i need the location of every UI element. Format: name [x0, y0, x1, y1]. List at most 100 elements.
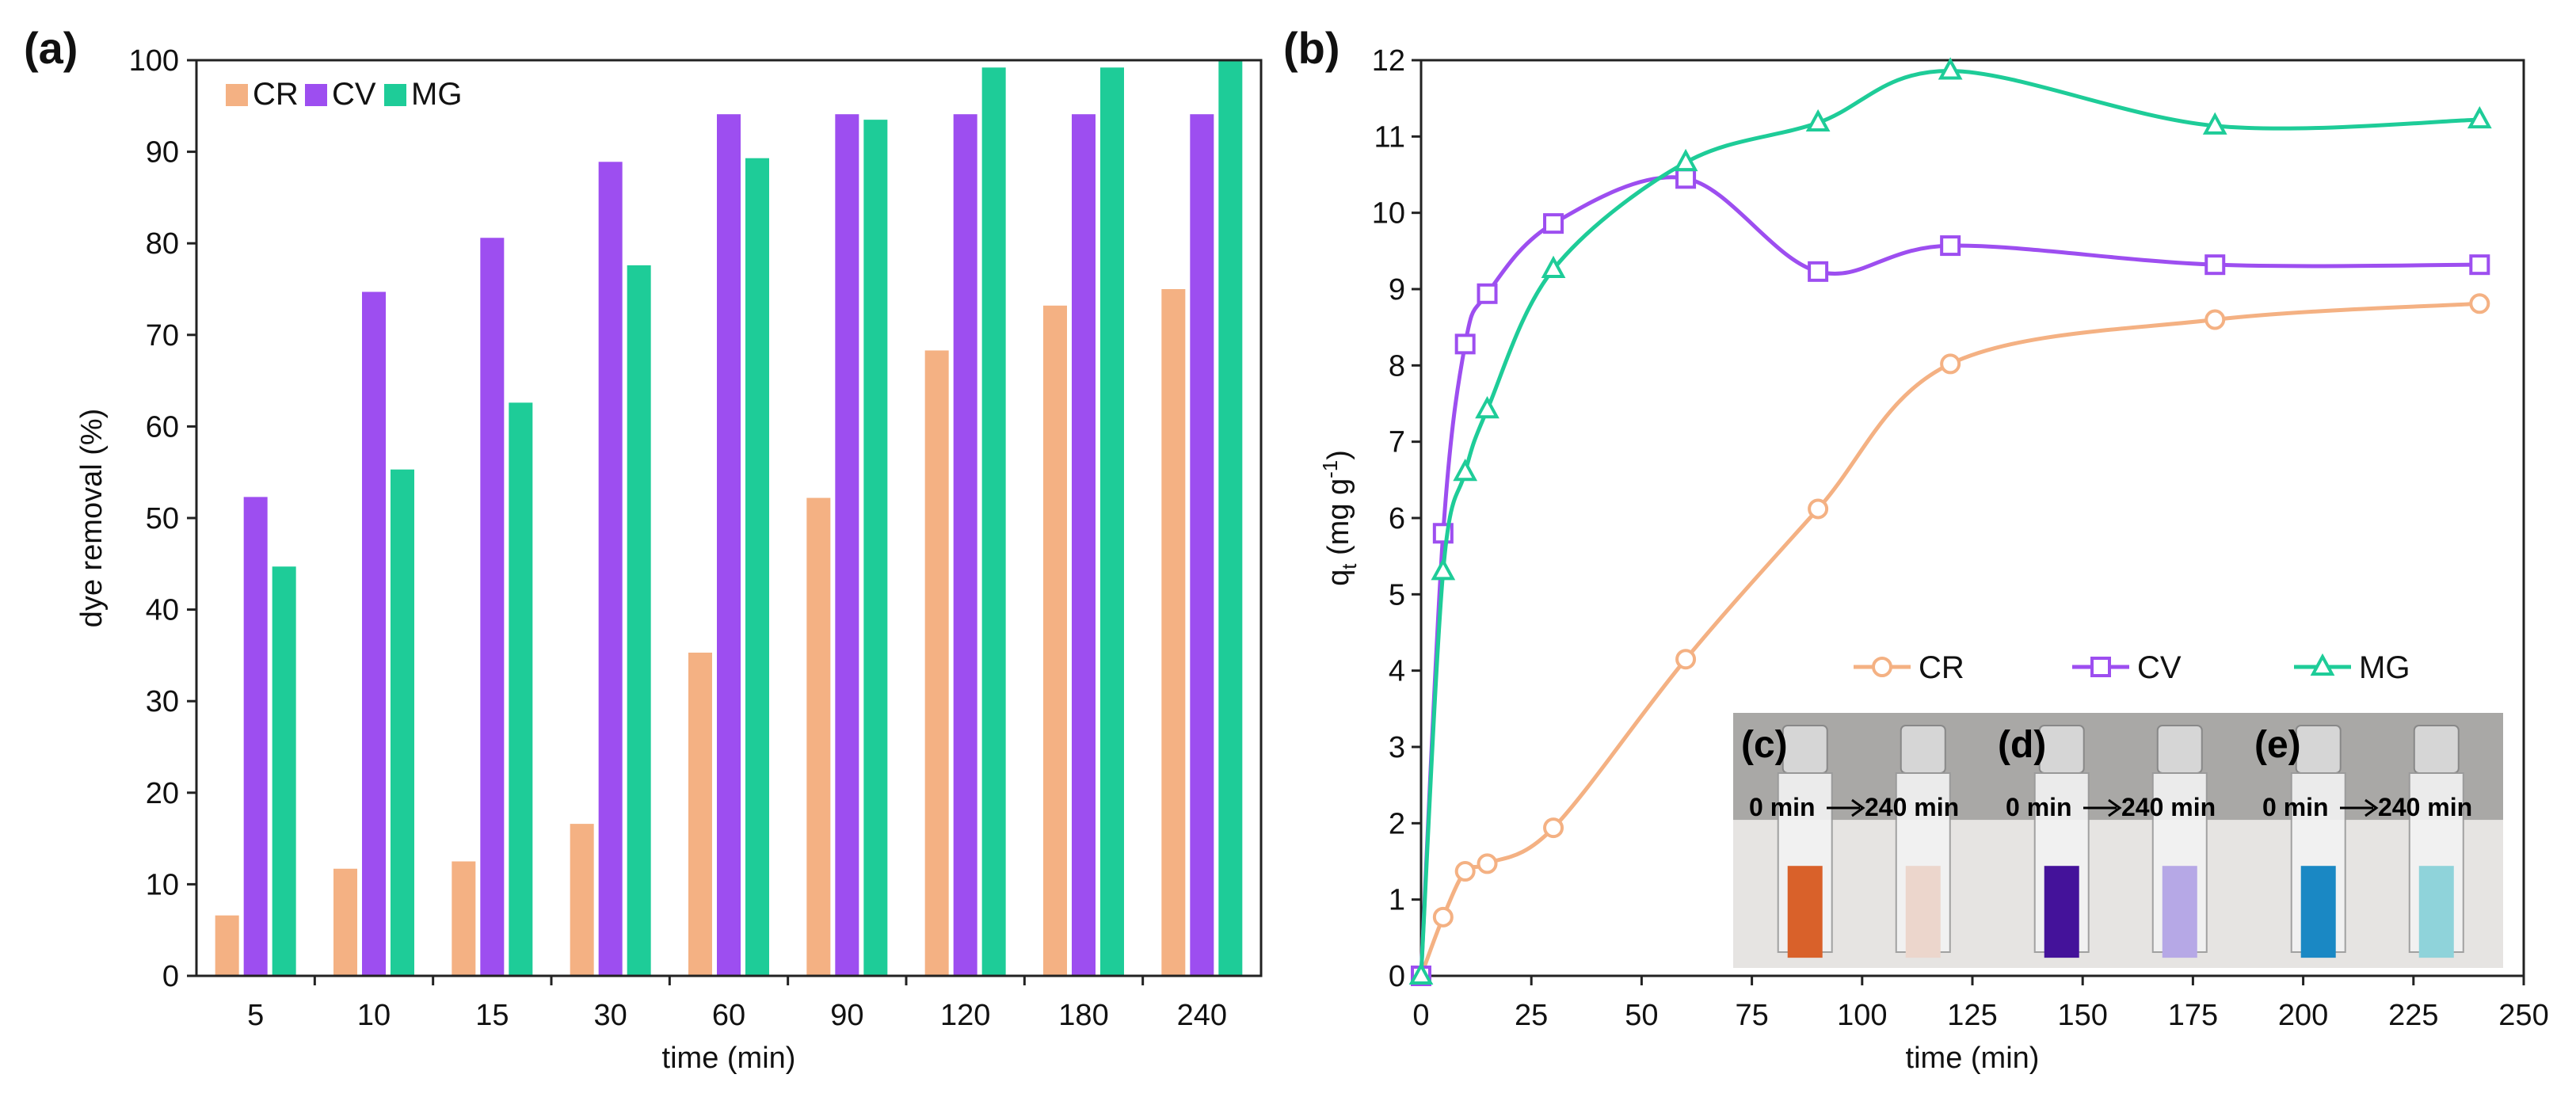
cuvette-cap	[1900, 725, 1946, 774]
line-legend: CR CV MG	[1854, 650, 2410, 685]
bar-cr-60	[688, 652, 712, 976]
bar-cv-15	[480, 238, 505, 976]
inset-label: (e)	[2254, 724, 2301, 766]
line-x-tick-label: 50	[1625, 999, 1658, 1032]
bar-y-tick-label: 100	[129, 44, 179, 78]
point-cv-30	[1543, 213, 1564, 234]
cuvette-cap	[2413, 725, 2460, 774]
solution-after	[2162, 866, 2197, 958]
bar-x-tick-label: 30	[594, 999, 627, 1032]
bar-cv-240	[1190, 114, 1214, 977]
line-y-tick-label: 8	[1389, 349, 1405, 383]
bar-mg-180	[1100, 67, 1124, 976]
point-mg-120	[1938, 57, 1963, 80]
solution-before	[2300, 866, 2336, 958]
bar-cr-120	[924, 350, 949, 976]
solution-after	[1905, 866, 1941, 958]
bar-y-tick-label: 60	[146, 410, 179, 444]
line-y-tick-label: 11	[1374, 120, 1405, 154]
bar-cr-5	[215, 915, 239, 976]
bar-y-tick-label: 30	[146, 685, 179, 718]
bar-legend-label-cv: CV	[332, 77, 376, 112]
bar-x-tick-label: 60	[712, 999, 745, 1032]
bar-cr-10	[333, 868, 357, 976]
point-mg-180	[2202, 112, 2227, 135]
arrow-head-icon	[2108, 798, 2122, 817]
line-mg	[1419, 68, 2480, 977]
bar-x-axis: 5 10 15 30 60 90 120 180 240	[247, 976, 1227, 1032]
line-y-tick-label: 9	[1389, 273, 1405, 307]
line-y-tick-label: 4	[1389, 655, 1405, 688]
panel-a: (a) 0 10 20 30 40 50 60 70 80 90 100 5 10 15 30 60 90 12…	[24, 23, 1263, 1075]
panel-label-a: (a)	[24, 23, 78, 73]
point-cv-60	[1675, 168, 1697, 189]
bar-y-tick-label: 0	[162, 960, 179, 993]
inset-photo-cr: (c) 0 min 240 min	[1733, 713, 1990, 968]
bar-legend-swatch-mg	[384, 84, 406, 106]
line-legend-marker	[1872, 657, 1892, 677]
point-cr-5	[1432, 906, 1454, 928]
bar-cv-120	[953, 114, 977, 977]
bar-cv-5	[243, 497, 268, 976]
line-y-tick-label: 6	[1389, 502, 1405, 535]
line-x-tick-label: 150	[2057, 999, 2107, 1032]
line-x-tick-label: 175	[2168, 999, 2218, 1032]
point-cr-30	[1543, 817, 1564, 839]
bar-x-tick-label: 10	[357, 999, 391, 1032]
bar-y-tick-label: 20	[146, 777, 179, 810]
line-y-tick-label: 12	[1372, 44, 1405, 78]
inset-label: (d)	[1998, 724, 2046, 766]
bar-x-tick-label: 240	[1177, 999, 1227, 1032]
line-y-tick-label: 7	[1389, 426, 1405, 459]
point-cv-120	[1940, 235, 1961, 257]
point-cv-15	[1477, 283, 1498, 304]
point-cr-120	[1940, 353, 1961, 375]
line-y-tick-label: 3	[1389, 731, 1405, 764]
time-end-label: 240 min	[1865, 793, 1959, 821]
bar-mg-90	[863, 120, 888, 976]
bar-legend-swatch-cr	[226, 84, 248, 106]
line-x-axis: 0 25 50 75 100 125 150 175 200 225 250	[1412, 976, 2549, 1032]
photo-background-bottom	[1990, 820, 2246, 968]
line-series-group	[1408, 57, 2492, 986]
point-cv-10	[1454, 333, 1476, 355]
point-cr-15	[1477, 853, 1498, 874]
bar-legend-label-mg: MG	[411, 77, 462, 112]
bar-mg-120	[981, 67, 1006, 976]
bar-y-tick-label: 50	[146, 502, 179, 535]
bar-y-tick-label: 90	[146, 136, 179, 170]
line-legend-label-cv: CV	[2137, 650, 2182, 685]
bar-y-axis: 0 10 20 30 40 50 60 70 80 90 100	[129, 44, 196, 993]
time-start-label: 0 min	[1749, 793, 1816, 821]
bar-y-tick-label: 10	[146, 868, 179, 901]
line-x-tick-label: 200	[2278, 999, 2328, 1032]
photo-background-bottom	[2246, 820, 2503, 968]
line-x-tick-label: 0	[1412, 999, 1429, 1032]
bar-series-group	[215, 60, 1243, 977]
point-cr-10	[1454, 861, 1476, 882]
point-mg-30	[1541, 255, 1566, 278]
bar-x-axis-title: time (min)	[662, 1042, 796, 1075]
inset-label: (c)	[1741, 724, 1788, 766]
arrow-head-icon	[1851, 798, 1865, 817]
line-y-tick-label: 0	[1389, 960, 1405, 993]
line-legend-marker	[2310, 653, 2335, 676]
time-end-label: 240 min	[2121, 793, 2216, 821]
point-mg-5	[1431, 558, 1456, 581]
bar-x-tick-label: 15	[475, 999, 509, 1032]
line-x-tick-label: 75	[1735, 999, 1768, 1032]
bar-legend-label-cr: CR	[253, 77, 299, 112]
panel-label-b: (b)	[1283, 23, 1340, 73]
photo-background-bottom	[1733, 820, 1990, 968]
line-legend-marker	[2090, 657, 2111, 677]
bar-cv-180	[1072, 114, 1096, 977]
bar-mg-30	[627, 265, 651, 977]
point-mg-15	[1475, 396, 1499, 419]
bar-legend: CR CV MG	[226, 77, 462, 112]
bar-cv-10	[362, 291, 386, 976]
solution-after	[2418, 866, 2454, 958]
arrow-head-icon	[2365, 798, 2379, 817]
